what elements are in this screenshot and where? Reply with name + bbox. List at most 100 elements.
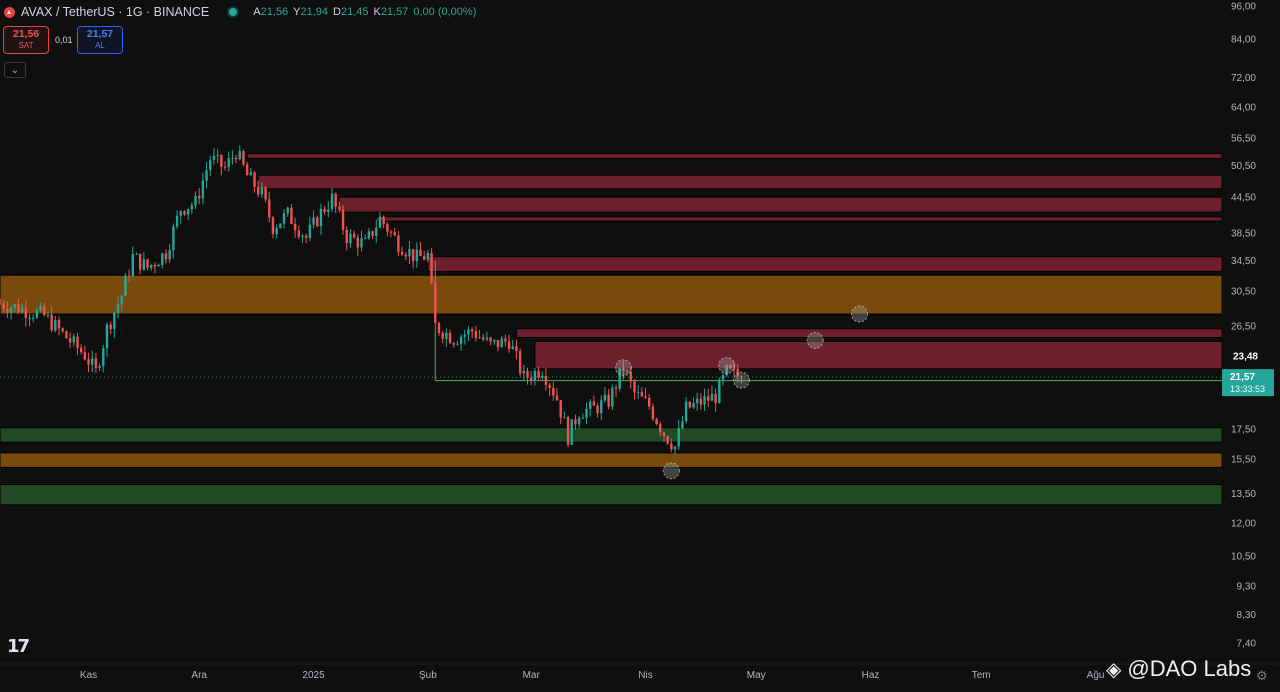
- buy-price: 21,57: [86, 28, 114, 40]
- candle-body: [670, 443, 673, 450]
- candle-body: [116, 304, 120, 313]
- candle-body: [9, 307, 13, 313]
- candle-body: [94, 358, 98, 368]
- candle-body: [172, 226, 175, 251]
- candle-body: [485, 337, 489, 340]
- zone-resistance: [427, 256, 1223, 272]
- candle-body: [293, 223, 297, 231]
- candle-body: [729, 365, 732, 369]
- candle-body: [467, 329, 470, 335]
- candle-body: [194, 195, 197, 206]
- candle-body: [65, 331, 68, 339]
- candle-body: [537, 370, 540, 378]
- candle-body: [611, 387, 614, 407]
- candle-body: [20, 307, 24, 313]
- candle-body: [585, 408, 588, 418]
- candle-body: [736, 368, 739, 377]
- candle-body: [651, 406, 655, 420]
- zone-resistance: [338, 196, 1223, 213]
- tradingview-logo[interactable]: 17: [7, 636, 30, 657]
- chevron-down-icon: ⌄: [10, 64, 20, 76]
- candle-body: [363, 238, 367, 240]
- candle-body: [249, 172, 253, 176]
- candle-body: [552, 388, 555, 396]
- candle-body: [352, 233, 356, 238]
- candle-body: [216, 154, 219, 156]
- candle-body: [555, 395, 559, 401]
- candle-body: [636, 392, 640, 394]
- candle-body: [710, 393, 714, 401]
- collapse-legend-button[interactable]: ⌄: [4, 62, 26, 78]
- candle-body: [109, 324, 112, 330]
- candle-body: [150, 264, 153, 268]
- candle-body: [463, 334, 466, 337]
- x-tick-label: Haz: [862, 670, 880, 681]
- candle-body: [179, 210, 182, 216]
- candle-body: [72, 336, 75, 343]
- ohlc-values: A21,56 Y21,94 D21,45 K21,57 0,00 (0,00%): [253, 6, 476, 18]
- candle-body: [648, 397, 651, 407]
- candle-body: [238, 151, 241, 160]
- candle-body: [105, 324, 109, 349]
- candle-body: [474, 331, 478, 338]
- candle-body: [456, 343, 459, 345]
- x-tick-label: Şub: [419, 670, 437, 681]
- candle-body: [146, 259, 149, 268]
- buy-button[interactable]: 21,57 AL: [77, 26, 123, 54]
- symbol-header: AVAX / TetherUS · 1G · BINANCE A21,56 Y2…: [4, 4, 476, 20]
- candle-body: [633, 381, 636, 393]
- candle-body: [201, 180, 205, 199]
- candle-body: [164, 253, 168, 260]
- ohlc-high: Y21,94: [293, 6, 329, 18]
- candle-body: [308, 224, 312, 238]
- sell-button[interactable]: 21,56 SAT: [3, 26, 49, 54]
- candle-body: [725, 365, 728, 376]
- price-axis: 96,00 84,00 72,00 64,00 56,50 50,50 44,50 38,50…: [1222, 0, 1280, 692]
- candle-body: [662, 432, 666, 437]
- y-tick-label: 50,50: [1231, 161, 1256, 172]
- symbol-title[interactable]: AVAX / TetherUS · 1G · BINANCE: [21, 5, 210, 19]
- candle-body: [389, 231, 393, 233]
- highlight-marker: [614, 359, 632, 377]
- y-tick-label: 38,50: [1231, 229, 1256, 240]
- candle-body: [430, 253, 433, 283]
- y-tick-label: 9,30: [1237, 582, 1257, 593]
- candle-body: [681, 421, 684, 429]
- candle-body: [618, 368, 621, 389]
- candle-body: [304, 235, 308, 238]
- candle-body: [127, 275, 131, 277]
- y-tick-label: 7,40: [1237, 639, 1257, 650]
- candle-body: [419, 249, 422, 257]
- candle-body: [319, 208, 323, 227]
- candle-body: [659, 424, 662, 433]
- candle-body: [102, 348, 105, 367]
- ohlc-change: 0,00 (0,00%): [413, 6, 477, 18]
- candle-body: [338, 206, 341, 210]
- candle-body: [327, 209, 330, 212]
- candle-body: [644, 396, 647, 398]
- candle-body: [607, 394, 610, 407]
- ohlc-low: D21,45: [333, 6, 369, 18]
- candle-body: [441, 332, 444, 339]
- candle-body: [2, 303, 5, 309]
- candle-body: [183, 210, 186, 215]
- y-tick-label: 96,00: [1231, 2, 1256, 13]
- candle-body: [341, 209, 345, 230]
- candle-body: [452, 343, 455, 345]
- candle-body: [31, 317, 35, 319]
- x-tick-label: Tem: [972, 670, 991, 681]
- candle-body: [323, 208, 326, 212]
- y-tick-label: 26,50: [1231, 321, 1256, 332]
- candle-body: [28, 317, 31, 319]
- candle-body: [223, 166, 227, 168]
- axis-settings-icon[interactable]: ⚙: [1256, 668, 1268, 683]
- candle-body: [386, 224, 389, 232]
- candle-body: [732, 368, 736, 370]
- y-tick-label: 56,50: [1231, 133, 1256, 144]
- highlight-marker: [850, 305, 868, 323]
- y-tick-label: 8,30: [1237, 610, 1257, 621]
- candle-body: [574, 419, 577, 425]
- candle-body: [43, 306, 46, 316]
- price-label: 23,48: [1233, 352, 1258, 363]
